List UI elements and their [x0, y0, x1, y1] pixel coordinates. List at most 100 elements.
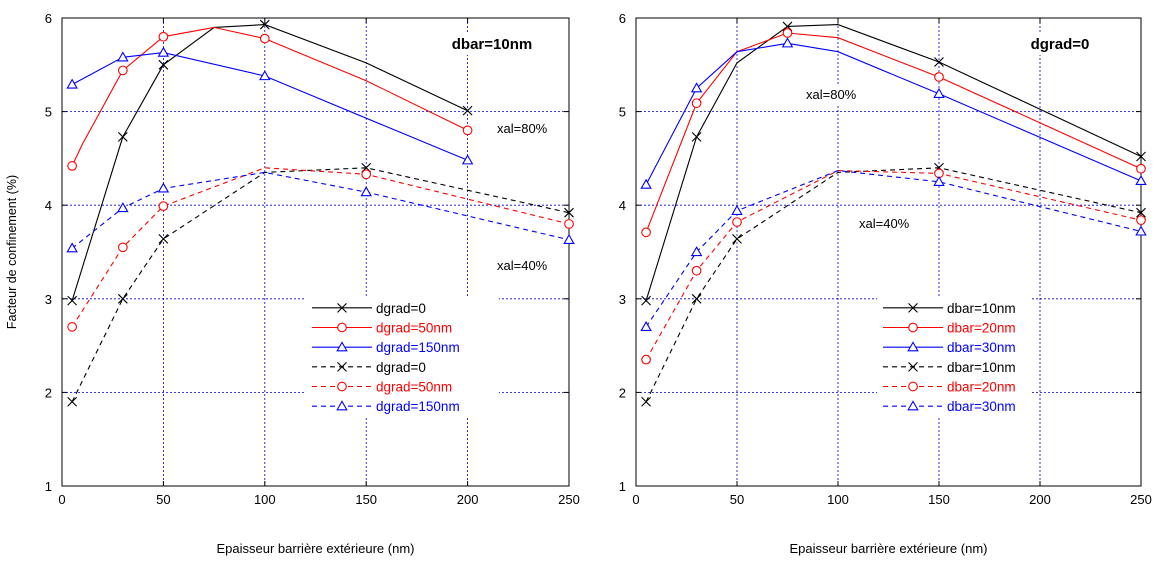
- series-line: [645, 42, 1142, 185]
- series-line: [645, 167, 1142, 403]
- series-6: [640, 170, 1147, 332]
- series-4: [641, 162, 1146, 407]
- legend-label: dbar=30nm: [947, 399, 1016, 414]
- x-tick-label: 150: [928, 492, 950, 507]
- x-tick-label: 100: [827, 492, 849, 507]
- plot-frame: [635, 17, 1142, 487]
- y-tick-label: 3: [45, 292, 52, 307]
- annotation-background: [496, 256, 566, 275]
- data-point: [641, 295, 651, 306]
- y-tick-label: 3: [619, 292, 626, 307]
- title-background: [1008, 32, 1112, 55]
- legend-label: dgrad=50nm: [376, 321, 452, 336]
- data-point: [67, 396, 78, 407]
- legend-label: dgrad=50nm: [376, 380, 452, 395]
- legend-label: dbar=20nm: [947, 321, 1016, 336]
- chart-title: dgrad=0: [1031, 36, 1090, 53]
- data-point: [117, 51, 129, 62]
- legend-label: dbar=10nm: [947, 360, 1016, 375]
- x-tick-label: 150: [355, 492, 377, 507]
- series-2: [67, 26, 473, 171]
- data-point: [641, 396, 651, 407]
- legend-label: dbar=10nm: [947, 301, 1016, 316]
- data-point: [641, 354, 651, 365]
- y-tick-label: 5: [619, 105, 626, 120]
- y-axis-label: Facteur de confinement (%): [5, 175, 19, 329]
- data-point: [66, 242, 78, 253]
- x-tick-label: 0: [632, 492, 639, 507]
- data-point: [1135, 225, 1147, 236]
- data-point: [731, 204, 743, 215]
- legend-label: dbar=20nm: [947, 380, 1016, 395]
- data-point: [690, 246, 703, 257]
- data-point: [67, 161, 77, 171]
- data-point: [462, 125, 473, 136]
- series-line: [645, 32, 1142, 233]
- data-point: [67, 322, 77, 332]
- legend-box: [306, 298, 499, 416]
- data-point: [640, 178, 652, 189]
- series-line: [645, 24, 1142, 301]
- annotation-background: [858, 214, 928, 233]
- data-point: [1136, 163, 1146, 174]
- data-point: [782, 28, 793, 38]
- legend-marker: [908, 322, 918, 333]
- legend: dgrad=0 dgrad=50nm dgrad=150nm dgrad=0 dgrad…: [306, 298, 499, 416]
- x-tick-label: 200: [457, 492, 479, 507]
- data-point: [1136, 207, 1146, 218]
- legend-marker: [336, 341, 348, 352]
- data-point: [158, 201, 169, 211]
- data-point: [117, 242, 128, 253]
- series-line: [645, 170, 1142, 328]
- annotation-label: xal=40%: [859, 216, 910, 231]
- legend-marker: [908, 361, 918, 372]
- series-3: [66, 46, 474, 165]
- data-point: [158, 59, 169, 70]
- series-line: [71, 24, 468, 301]
- data-point: [691, 131, 702, 142]
- y-tick-label: 4: [45, 198, 52, 213]
- data-point: [933, 175, 945, 186]
- y-tick-label: 1: [619, 479, 626, 494]
- data-point: [691, 293, 702, 304]
- legend-marker: [908, 302, 918, 313]
- data-point: [933, 87, 945, 98]
- legend-label: dgrad=150nm: [376, 340, 460, 355]
- series-5: [641, 168, 1146, 365]
- data-point: [158, 234, 169, 244]
- legend-marker: [337, 302, 347, 313]
- data-point: [259, 19, 270, 30]
- series-6: [66, 171, 575, 253]
- series-line: [71, 167, 570, 328]
- series-line: [71, 26, 468, 167]
- series-1: [67, 19, 473, 306]
- chart-title: dbar=10nm: [452, 36, 532, 53]
- series-line: [71, 52, 468, 161]
- data-point: [117, 131, 128, 142]
- data-point: [641, 227, 651, 238]
- chart-panel-1: 0 50 100 150 200 250 1 2 3 4 5 6 Epaisseur barrière …: [5, 11, 580, 556]
- legend-marker: [337, 381, 347, 392]
- series-5: [67, 167, 574, 332]
- data-point: [564, 219, 574, 229]
- legend: dbar=10nm dbar=20nm dbar=30nm dbar=10nm dbar…: [877, 298, 1031, 416]
- data-point: [117, 202, 129, 213]
- data-point: [934, 72, 944, 82]
- x-tick-label: 100: [254, 492, 276, 507]
- y-tick-label: 6: [45, 11, 52, 26]
- legend-marker: [907, 400, 919, 411]
- plot-frame: [61, 17, 570, 487]
- data-point: [563, 233, 575, 244]
- y-tick-label: 2: [45, 385, 52, 400]
- x-tick-label: 0: [58, 492, 65, 507]
- annotation-background: [805, 85, 875, 104]
- series-line: [71, 171, 570, 249]
- data-point: [66, 78, 78, 89]
- legend-marker: [907, 341, 919, 352]
- annotation-label: xal=80%: [497, 121, 548, 136]
- data-point: [462, 105, 473, 116]
- data-point: [564, 207, 574, 218]
- legend-label: dbar=30nm: [947, 340, 1016, 355]
- series-1: [641, 21, 1146, 306]
